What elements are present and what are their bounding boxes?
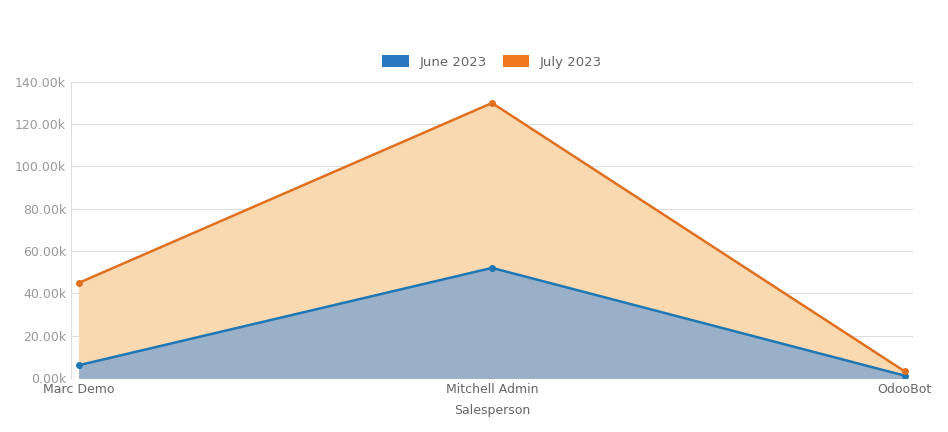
Legend: June 2023, July 2023: June 2023, July 2023: [377, 50, 607, 74]
X-axis label: Salesperson: Salesperson: [454, 404, 530, 417]
